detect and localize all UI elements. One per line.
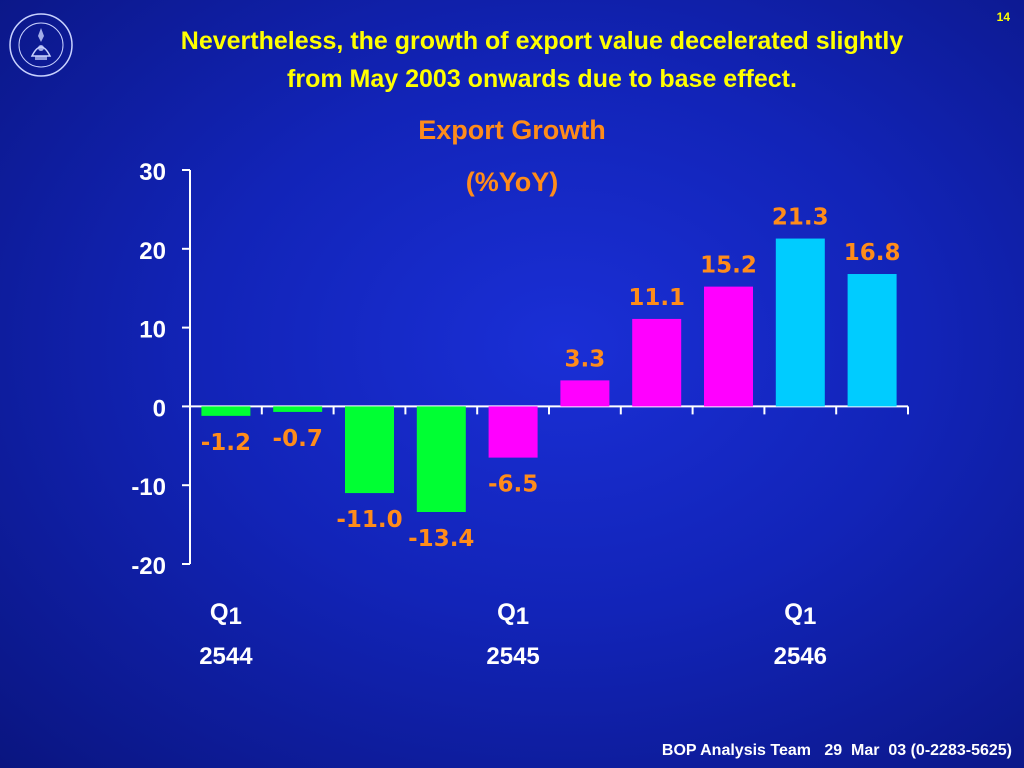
data-label: 15.2 (700, 253, 757, 279)
data-label: -13.4 (408, 526, 474, 552)
y-tick-label: 10 (139, 317, 166, 344)
y-tick-label: -20 (131, 553, 166, 580)
bar (488, 406, 538, 458)
x-group-quarter: Q1 (784, 599, 816, 630)
data-label: -6.5 (488, 472, 538, 498)
x-group-year: 2544 (199, 643, 253, 670)
bank-of-thailand-seal-icon (9, 13, 73, 77)
x-group-quarter: Q1 (210, 599, 242, 630)
data-label: 16.8 (844, 240, 901, 266)
y-tick-label: 30 (139, 159, 166, 186)
x-group-year: 2545 (486, 643, 539, 670)
headline-line-1: Nevertheless, the growth of export value… (180, 27, 904, 55)
bar (704, 286, 753, 407)
bar (632, 318, 682, 407)
bar (345, 406, 394, 494)
bar (416, 406, 466, 512)
data-label: -1.2 (201, 430, 251, 456)
data-label: 11.1 (628, 285, 685, 311)
slide-headline: Nevertheless, the growth of export value… (80, 22, 1004, 98)
page-number: 14 (996, 10, 1010, 24)
bar (201, 406, 251, 416)
bar (560, 380, 610, 407)
data-label: 3.3 (565, 346, 606, 372)
y-tick-label: 0 (153, 395, 166, 422)
bar (775, 238, 825, 407)
data-label: -0.7 (273, 426, 323, 452)
bar (847, 274, 897, 407)
x-group-year: 2546 (774, 643, 827, 670)
x-group-quarter: Q1 (497, 599, 529, 630)
y-tick-label: 20 (139, 238, 166, 265)
y-tick-label: -10 (131, 474, 166, 501)
chart-subtitle: (%YoY) (466, 167, 559, 197)
data-label: 21.3 (772, 205, 829, 231)
data-label: -11.0 (336, 507, 402, 533)
chart-title: Export Growth (418, 115, 606, 145)
footer-credit: BOP Analysis Team 29 Mar 03 (0-2283-5625… (661, 742, 1012, 759)
headline-line-2: from May 2003 onwards due to base effect… (287, 65, 797, 93)
bar (273, 406, 323, 412)
